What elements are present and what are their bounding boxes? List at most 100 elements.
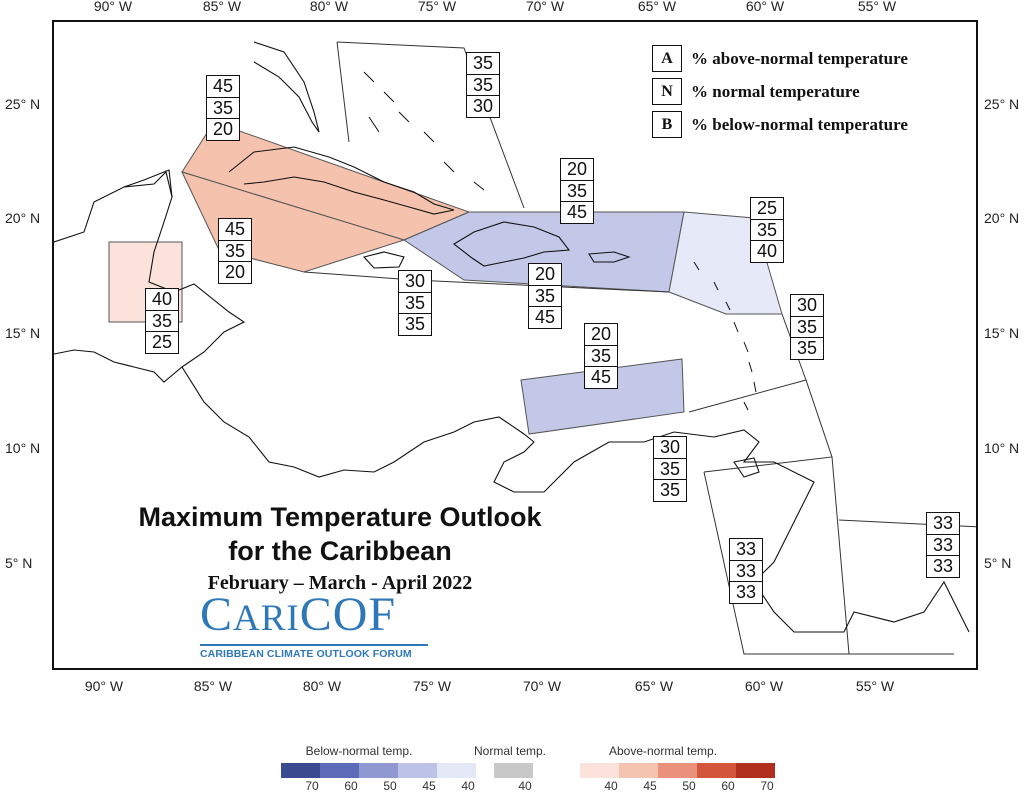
logo-rule [200, 644, 428, 646]
lat-label-left: 25° N [5, 96, 41, 112]
scale-above-value: 40 [604, 779, 618, 793]
prob-below: 30 [466, 95, 500, 118]
scale-normal-value: 40 [518, 779, 532, 793]
prob-normal: 35 [584, 344, 618, 368]
scale-above-swatch [658, 763, 697, 778]
prob-above: 45 [206, 75, 240, 98]
key-row: N % normal temperature [652, 78, 908, 105]
scale-title-below: Below-normal temp. [305, 744, 413, 758]
scale-below-value: 60 [344, 779, 358, 793]
lon-label-bottom: 90° W [84, 678, 124, 694]
key-text: % below-normal temperature [691, 114, 908, 134]
prob-box-bahamas: 35 35 30 [466, 52, 500, 118]
lat-label-right: 25° N [984, 96, 1020, 112]
prob-box-guyana: 33 33 33 [729, 538, 763, 604]
prob-above: 30 [790, 294, 824, 317]
lon-label-top: 80° W [309, 0, 349, 14]
prob-below: 35 [653, 479, 687, 502]
logo-letters-small: ARI [233, 598, 300, 639]
coastline-panama-colombia [181, 366, 544, 493]
prob-normal: 33 [729, 559, 763, 583]
prob-below: 40 [750, 240, 784, 263]
scale-below-value: 40 [461, 779, 475, 793]
scale-below-value: 50 [383, 779, 397, 793]
prob-box-belize: 40 35 25 [145, 288, 179, 354]
prob-below: 45 [560, 201, 594, 224]
prob-normal: 35 [466, 73, 500, 97]
prob-normal: 35 [206, 96, 240, 120]
lon-label-bottom: 85° W [193, 678, 233, 694]
scale-above-value: 60 [721, 779, 735, 793]
prob-normal: 35 [790, 315, 824, 339]
prob-box-turks-caicos: 20 35 45 [560, 158, 594, 224]
zone-border [336, 41, 350, 143]
scale-below-swatch [359, 763, 398, 778]
prob-normal: 35 [398, 291, 432, 315]
prob-below: 25 [145, 331, 179, 354]
zone-border [703, 456, 850, 655]
prob-normal: 35 [560, 179, 594, 203]
key-letter: N [652, 78, 682, 105]
lon-label-top: 90° W [93, 0, 133, 14]
prob-below: 33 [729, 581, 763, 604]
islands-lesser-antilles [693, 261, 757, 411]
prob-box-leeward: 25 35 40 [750, 197, 784, 263]
prob-box-trinidad: 30 35 35 [653, 436, 687, 502]
key-text: % normal temperature [691, 81, 860, 101]
island-puerto-rico [588, 251, 631, 263]
prob-below: 20 [206, 118, 240, 141]
prob-below: 20 [218, 261, 252, 284]
lon-label-bottom: 80° W [302, 678, 342, 694]
prob-below: 35 [790, 337, 824, 360]
logo-subtitle: CARIBBEAN CLIMATE OUTLOOK FORUM [200, 648, 412, 660]
lat-label-right: 15° N [984, 325, 1020, 341]
prob-box-cuba: 45 35 20 [206, 75, 240, 141]
scale-below-swatch [437, 763, 476, 778]
prob-above: 20 [584, 323, 618, 346]
prob-box-jamaica-south: 30 35 35 [398, 270, 432, 336]
coastline-yucatan [123, 169, 173, 198]
key-text: % above-normal temperature [691, 48, 908, 68]
prob-below: 35 [398, 313, 432, 336]
prob-above: 35 [466, 52, 500, 75]
prob-below: 45 [528, 306, 562, 329]
key-letter: B [652, 111, 682, 138]
scale-title-above: Above-normal temp. [608, 744, 718, 758]
coastline-venezuela [543, 429, 970, 633]
prob-box-suriname: 33 33 33 [926, 512, 960, 578]
prob-normal: 35 [653, 457, 687, 481]
prob-above: 30 [398, 270, 432, 293]
zone-abc [520, 358, 685, 435]
lat-label-left: 10° N [5, 440, 41, 456]
scale-above-swatch [619, 763, 658, 778]
lat-label-right: 10° N [984, 440, 1020, 456]
islands-bahamas [363, 71, 485, 191]
prob-normal: 35 [145, 309, 179, 333]
prob-above: 33 [926, 512, 960, 535]
lon-label-bottom: 75° W [412, 678, 452, 694]
logo-letter: C [200, 588, 234, 641]
scale-below-swatch [281, 763, 320, 778]
lon-label-top: 85° W [202, 0, 242, 14]
lon-label-bottom: 65° W [634, 678, 674, 694]
prob-above: 33 [729, 538, 763, 561]
prob-box-hispaniola: 20 35 45 [528, 263, 562, 329]
lon-label-top: 60° W [745, 0, 785, 14]
scale-normal-swatch [494, 763, 533, 778]
scale-below-swatch [320, 763, 359, 778]
zone-border [688, 313, 807, 413]
island-jamaica [362, 251, 405, 269]
title-block: Maximum Temperature Outlook for the Cari… [70, 500, 610, 595]
scale-above-swatch [736, 763, 775, 778]
zone-border [336, 41, 525, 209]
lon-label-bottom: 55° W [855, 678, 895, 694]
scale-above-value: 50 [682, 779, 696, 793]
lat-label-right: 20° N [984, 210, 1020, 226]
scale-above-swatch [697, 763, 736, 778]
map-title-line2: for the Caribbean [228, 536, 452, 566]
prob-above: 20 [560, 158, 594, 181]
island-hispaniola [453, 221, 571, 267]
prob-below: 33 [926, 555, 960, 578]
caricof-logo: CARICOF CARIBBEAN CLIMATE OUTLOOK FORUM [200, 591, 430, 660]
lat-label-left: 20° N [5, 210, 41, 226]
